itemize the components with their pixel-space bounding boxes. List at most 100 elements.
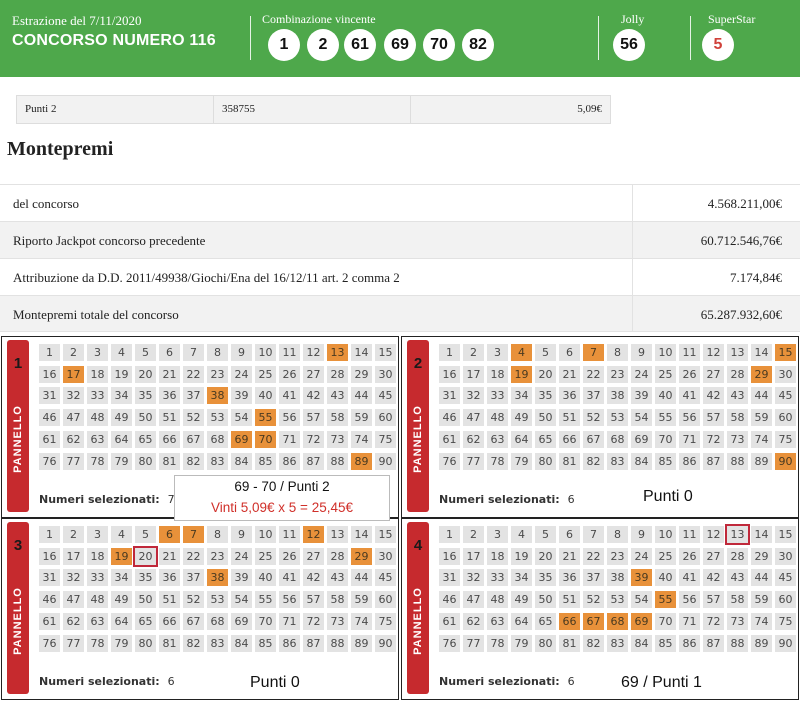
number-cell-36[interactable]: 36: [159, 569, 180, 587]
number-cell-25[interactable]: 25: [655, 547, 676, 565]
number-cell-34[interactable]: 34: [111, 387, 132, 405]
number-cell-74[interactable]: 74: [351, 430, 372, 448]
number-cell-84[interactable]: 84: [631, 634, 652, 652]
number-cell-81[interactable]: 81: [559, 452, 580, 470]
number-cell-55[interactable]: 55: [655, 591, 676, 609]
number-cell-45[interactable]: 45: [375, 387, 396, 405]
number-cell-9[interactable]: 9: [231, 344, 252, 361]
number-cell-73[interactable]: 73: [727, 430, 748, 448]
number-cell-16[interactable]: 16: [439, 365, 460, 383]
number-cell-43[interactable]: 43: [327, 569, 348, 587]
number-cell-64[interactable]: 64: [111, 430, 132, 448]
number-cell-45[interactable]: 45: [775, 569, 796, 587]
number-cell-13[interactable]: 13: [327, 344, 348, 361]
number-cell-22[interactable]: 22: [583, 547, 604, 565]
number-cell-83[interactable]: 83: [207, 452, 228, 470]
number-cell-11[interactable]: 11: [279, 526, 300, 543]
number-cell-51[interactable]: 51: [159, 409, 180, 427]
number-cell-51[interactable]: 51: [559, 409, 580, 427]
number-cell-76[interactable]: 76: [39, 634, 60, 652]
number-cell-79[interactable]: 79: [111, 452, 132, 470]
number-cell-73[interactable]: 73: [727, 612, 748, 630]
number-cell-26[interactable]: 26: [679, 547, 700, 565]
number-cell-9[interactable]: 9: [631, 526, 652, 543]
number-cell-40[interactable]: 40: [655, 387, 676, 405]
number-cell-32[interactable]: 32: [463, 569, 484, 587]
number-cell-23[interactable]: 23: [207, 547, 228, 565]
number-cell-39[interactable]: 39: [631, 387, 652, 405]
number-cell-87[interactable]: 87: [703, 452, 724, 470]
number-cell-78[interactable]: 78: [87, 634, 108, 652]
number-cell-67[interactable]: 67: [583, 612, 604, 630]
number-cell-78[interactable]: 78: [87, 452, 108, 470]
number-cell-53[interactable]: 53: [607, 591, 628, 609]
number-cell-49[interactable]: 49: [111, 591, 132, 609]
number-cell-18[interactable]: 18: [487, 547, 508, 565]
number-cell-15[interactable]: 15: [775, 344, 796, 361]
number-cell-14[interactable]: 14: [751, 526, 772, 543]
number-cell-40[interactable]: 40: [255, 387, 276, 405]
number-cell-42[interactable]: 42: [303, 569, 324, 587]
number-cell-44[interactable]: 44: [751, 569, 772, 587]
number-cell-20[interactable]: 20: [535, 365, 556, 383]
number-cell-78[interactable]: 78: [487, 452, 508, 470]
number-cell-37[interactable]: 37: [183, 569, 204, 587]
number-cell-64[interactable]: 64: [111, 612, 132, 630]
number-cell-16[interactable]: 16: [39, 365, 60, 383]
number-cell-46[interactable]: 46: [439, 409, 460, 427]
number-cell-6[interactable]: 6: [159, 344, 180, 361]
number-cell-3[interactable]: 3: [87, 526, 108, 543]
number-cell-65[interactable]: 65: [535, 430, 556, 448]
number-cell-37[interactable]: 37: [183, 387, 204, 405]
number-cell-90[interactable]: 90: [375, 634, 396, 652]
number-cell-69[interactable]: 69: [631, 430, 652, 448]
number-cell-48[interactable]: 48: [87, 591, 108, 609]
number-cell-70[interactable]: 70: [655, 430, 676, 448]
number-cell-2[interactable]: 2: [463, 526, 484, 543]
number-cell-7[interactable]: 7: [183, 344, 204, 361]
number-cell-29[interactable]: 29: [751, 547, 772, 565]
number-cell-73[interactable]: 73: [327, 612, 348, 630]
number-cell-83[interactable]: 83: [607, 452, 628, 470]
number-cell-67[interactable]: 67: [583, 430, 604, 448]
number-cell-60[interactable]: 60: [775, 409, 796, 427]
number-cell-89[interactable]: 89: [751, 452, 772, 470]
number-cell-46[interactable]: 46: [439, 591, 460, 609]
number-cell-81[interactable]: 81: [159, 634, 180, 652]
number-cell-27[interactable]: 27: [303, 365, 324, 383]
number-cell-1[interactable]: 1: [439, 344, 460, 361]
number-cell-62[interactable]: 62: [63, 430, 84, 448]
number-cell-12[interactable]: 12: [703, 526, 724, 543]
number-cell-13[interactable]: 13: [327, 526, 348, 543]
number-cell-43[interactable]: 43: [727, 569, 748, 587]
number-cell-5[interactable]: 5: [535, 526, 556, 543]
number-cell-10[interactable]: 10: [255, 526, 276, 543]
number-cell-47[interactable]: 47: [463, 409, 484, 427]
number-cell-56[interactable]: 56: [279, 591, 300, 609]
number-cell-54[interactable]: 54: [631, 409, 652, 427]
number-cell-87[interactable]: 87: [303, 452, 324, 470]
number-cell-57[interactable]: 57: [703, 409, 724, 427]
number-cell-47[interactable]: 47: [63, 409, 84, 427]
number-cell-4[interactable]: 4: [511, 344, 532, 361]
number-cell-86[interactable]: 86: [279, 452, 300, 470]
number-cell-3[interactable]: 3: [487, 344, 508, 361]
number-cell-69[interactable]: 69: [231, 612, 252, 630]
number-cell-88[interactable]: 88: [327, 452, 348, 470]
number-cell-26[interactable]: 26: [679, 365, 700, 383]
number-cell-17[interactable]: 17: [463, 547, 484, 565]
number-cell-56[interactable]: 56: [679, 409, 700, 427]
number-cell-13[interactable]: 13: [725, 524, 750, 545]
number-cell-35[interactable]: 35: [135, 569, 156, 587]
number-cell-68[interactable]: 68: [207, 430, 228, 448]
number-cell-77[interactable]: 77: [63, 634, 84, 652]
number-cell-4[interactable]: 4: [511, 526, 532, 543]
number-cell-68[interactable]: 68: [207, 612, 228, 630]
number-cell-21[interactable]: 21: [159, 365, 180, 383]
number-cell-19[interactable]: 19: [511, 365, 532, 383]
number-cell-69[interactable]: 69: [631, 612, 652, 630]
number-cell-38[interactable]: 38: [207, 569, 228, 587]
number-cell-45[interactable]: 45: [775, 387, 796, 405]
number-cell-32[interactable]: 32: [63, 387, 84, 405]
number-cell-52[interactable]: 52: [583, 591, 604, 609]
